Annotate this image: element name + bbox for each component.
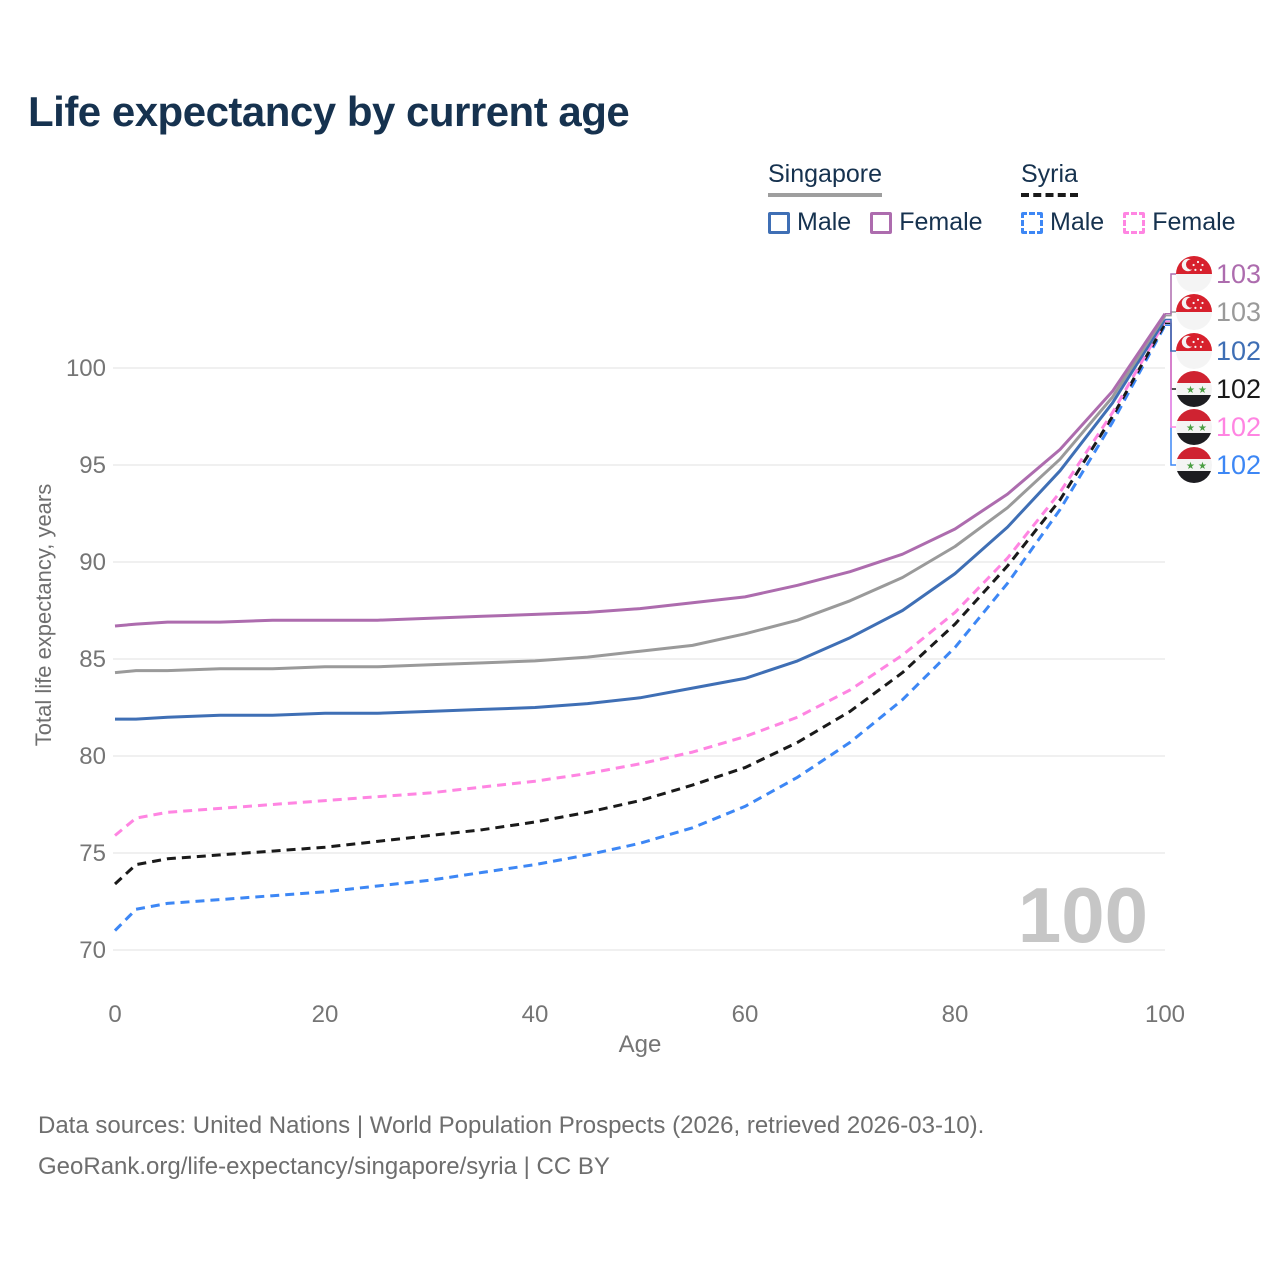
x-tick-label: 40 <box>522 1001 549 1028</box>
legend-country-singapore[interactable]: Singapore <box>768 160 882 197</box>
legend-item-label: Female <box>1152 208 1236 236</box>
legend-item-label: Male <box>1050 208 1105 236</box>
series-line-singapore-male[interactable] <box>115 318 1167 721</box>
end-label-singapore-female: 103 <box>1216 259 1261 289</box>
flag-icon-syria: ★ ★ <box>1176 409 1212 445</box>
legend-toggle-syria-male[interactable]: Male <box>1021 208 1104 237</box>
x-tick-label: 0 <box>108 1001 121 1028</box>
legend-toggle-singapore-female[interactable]: Female <box>870 208 983 237</box>
svg-text:★: ★ <box>1186 423 1195 434</box>
svg-text:★: ★ <box>1198 385 1207 396</box>
legend-group-singapore: Singapore Male Female <box>768 160 983 237</box>
y-tick-label: 95 <box>79 452 106 479</box>
leader-line-syria-female <box>1165 320 1176 428</box>
x-tick-label: 100 <box>1145 1001 1185 1028</box>
y-tick-label: 100 <box>66 355 106 382</box>
legend: Singapore Male Female Syria Male <box>0 0 1280 250</box>
flag-icon-singapore <box>1176 294 1212 330</box>
series-line-syria-total[interactable] <box>113 322 1167 886</box>
y-tick-label: 70 <box>79 937 106 964</box>
footer-data-sources: Data sources: United Nations | World Pop… <box>38 1112 985 1139</box>
y-tick-label: 80 <box>79 743 106 770</box>
age-watermark: 100 <box>1018 871 1148 959</box>
flag-icon-syria: ★ ★ <box>1176 447 1212 483</box>
checkbox-icon <box>1021 211 1043 234</box>
checkbox-icon <box>1123 211 1146 234</box>
svg-text:★: ★ <box>1186 385 1195 396</box>
flag-icon-syria: ★ ★ <box>1176 371 1212 407</box>
y-tick-label: 85 <box>79 646 106 673</box>
end-label-syria-male: 102 <box>1216 450 1261 480</box>
x-tick-label: 20 <box>312 1001 339 1028</box>
leader-line-singapore-female <box>1165 273 1176 315</box>
series-line-singapore-total[interactable] <box>114 314 1167 675</box>
end-label-syria-total: 102 <box>1216 374 1261 404</box>
footer: Data sources: United Nations | World Pop… <box>38 1106 984 1188</box>
x-tick-label: 80 <box>942 1001 969 1028</box>
x-tick-label: 60 <box>732 1001 759 1028</box>
end-label-singapore-male: 102 <box>1216 336 1261 366</box>
flag-icon-singapore <box>1176 256 1212 292</box>
legend-toggle-syria-female[interactable]: Female <box>1123 208 1236 237</box>
y-tick-label: 90 <box>79 549 106 576</box>
footer-attribution: GeoRank.org/life-expectancy/singapore/sy… <box>38 1152 610 1180</box>
page-title: Life expectancy by current age <box>28 88 630 135</box>
checkbox-icon <box>870 211 893 234</box>
leader-line-singapore-male <box>1165 318 1176 352</box>
x-axis-title: Age <box>619 1031 662 1058</box>
series-line-singapore-female[interactable] <box>114 312 1167 628</box>
y-tick-label: 75 <box>79 840 106 867</box>
end-label-singapore-total: 103 <box>1216 297 1261 327</box>
checkbox-icon <box>768 211 790 234</box>
svg-text:★: ★ <box>1198 461 1207 472</box>
legend-item-label: Female <box>899 208 983 236</box>
legend-country-syria[interactable]: Syria <box>1021 160 1078 197</box>
svg-text:★: ★ <box>1186 461 1195 472</box>
legend-item-label: Male <box>797 208 852 236</box>
end-label-syria-female: 102 <box>1216 412 1261 442</box>
legend-toggle-singapore-male[interactable]: Male <box>768 208 851 237</box>
flag-icon-singapore <box>1176 333 1212 369</box>
legend-group-syria: Syria Male Female <box>1021 160 1236 237</box>
series-line-syria-female[interactable] <box>114 320 1167 837</box>
svg-text:★: ★ <box>1198 423 1207 434</box>
series-line-syria-male[interactable] <box>113 324 1167 932</box>
